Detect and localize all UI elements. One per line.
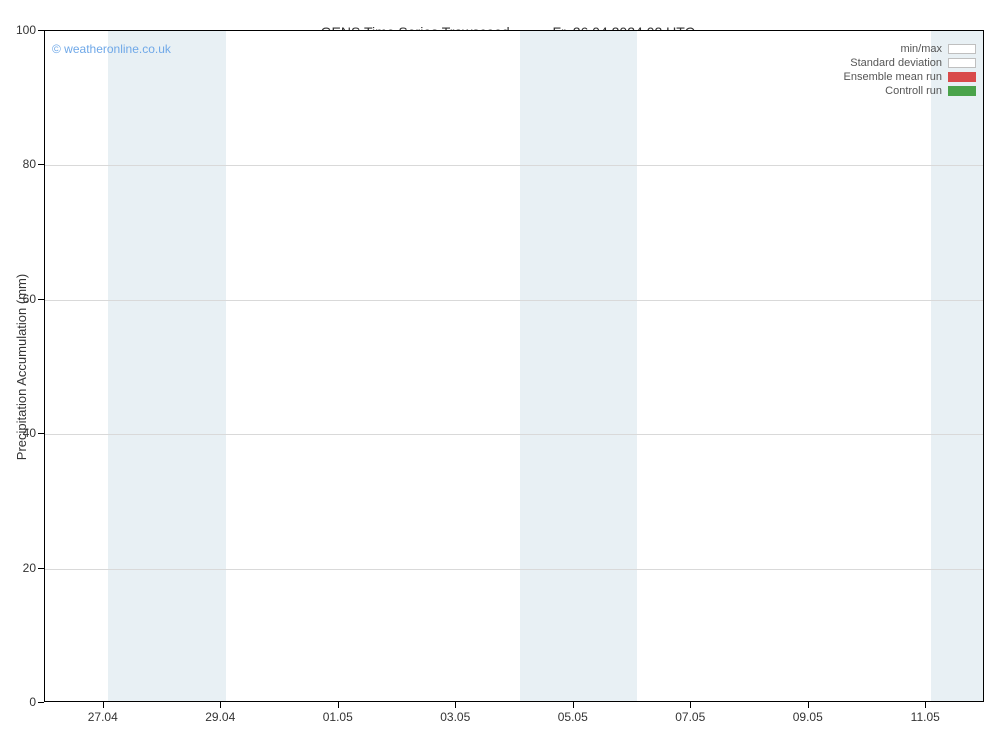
gridline	[45, 165, 983, 166]
legend-item: Standard deviation	[844, 56, 976, 70]
legend-swatch	[948, 86, 976, 96]
plot-area	[44, 30, 984, 702]
y-tick-label: 40	[6, 426, 36, 440]
legend-swatch	[948, 44, 976, 54]
x-tick-label: 27.04	[88, 710, 118, 724]
x-tick-label: 01.05	[323, 710, 353, 724]
x-tick-label: 29.04	[205, 710, 235, 724]
x-tick	[808, 702, 809, 708]
x-tick	[220, 702, 221, 708]
legend-label: min/max	[900, 42, 942, 56]
x-tick-label: 07.05	[675, 710, 705, 724]
legend-item: min/max	[844, 42, 976, 56]
y-tick	[38, 30, 44, 31]
weekend-band	[931, 31, 984, 701]
legend-label: Standard deviation	[850, 56, 942, 70]
x-tick-label: 03.05	[440, 710, 470, 724]
legend-item: Ensemble mean run	[844, 70, 976, 84]
legend-swatch	[948, 58, 976, 68]
y-tick-label: 80	[6, 157, 36, 171]
y-tick-label: 100	[6, 23, 36, 37]
x-tick	[455, 702, 456, 708]
x-tick	[103, 702, 104, 708]
x-tick	[690, 702, 691, 708]
legend-label: Ensemble mean run	[844, 70, 942, 84]
legend-label: Controll run	[885, 84, 942, 98]
gridline	[45, 300, 983, 301]
gridline	[45, 434, 983, 435]
x-tick	[925, 702, 926, 708]
x-tick-label: 11.05	[911, 710, 940, 724]
legend: min/maxStandard deviationEnsemble mean r…	[844, 42, 976, 98]
weekend-band	[108, 31, 226, 701]
legend-swatch	[948, 72, 976, 82]
y-tick	[38, 433, 44, 434]
watermark: © weatheronline.co.uk	[52, 42, 171, 56]
y-tick-label: 60	[6, 292, 36, 306]
x-tick-label: 09.05	[793, 710, 823, 724]
legend-item: Controll run	[844, 84, 976, 98]
x-tick	[338, 702, 339, 708]
y-tick-label: 20	[6, 561, 36, 575]
y-tick	[38, 702, 44, 703]
weekend-band	[520, 31, 638, 701]
x-tick-label: 05.05	[558, 710, 588, 724]
gridline	[45, 569, 983, 570]
precip-accum-chart: GENS Time Series Trawscoed Fr. 26.04.202…	[0, 0, 1000, 733]
y-tick	[38, 164, 44, 165]
x-tick	[573, 702, 574, 708]
y-tick	[38, 568, 44, 569]
y-tick-label: 0	[6, 695, 36, 709]
y-tick	[38, 299, 44, 300]
